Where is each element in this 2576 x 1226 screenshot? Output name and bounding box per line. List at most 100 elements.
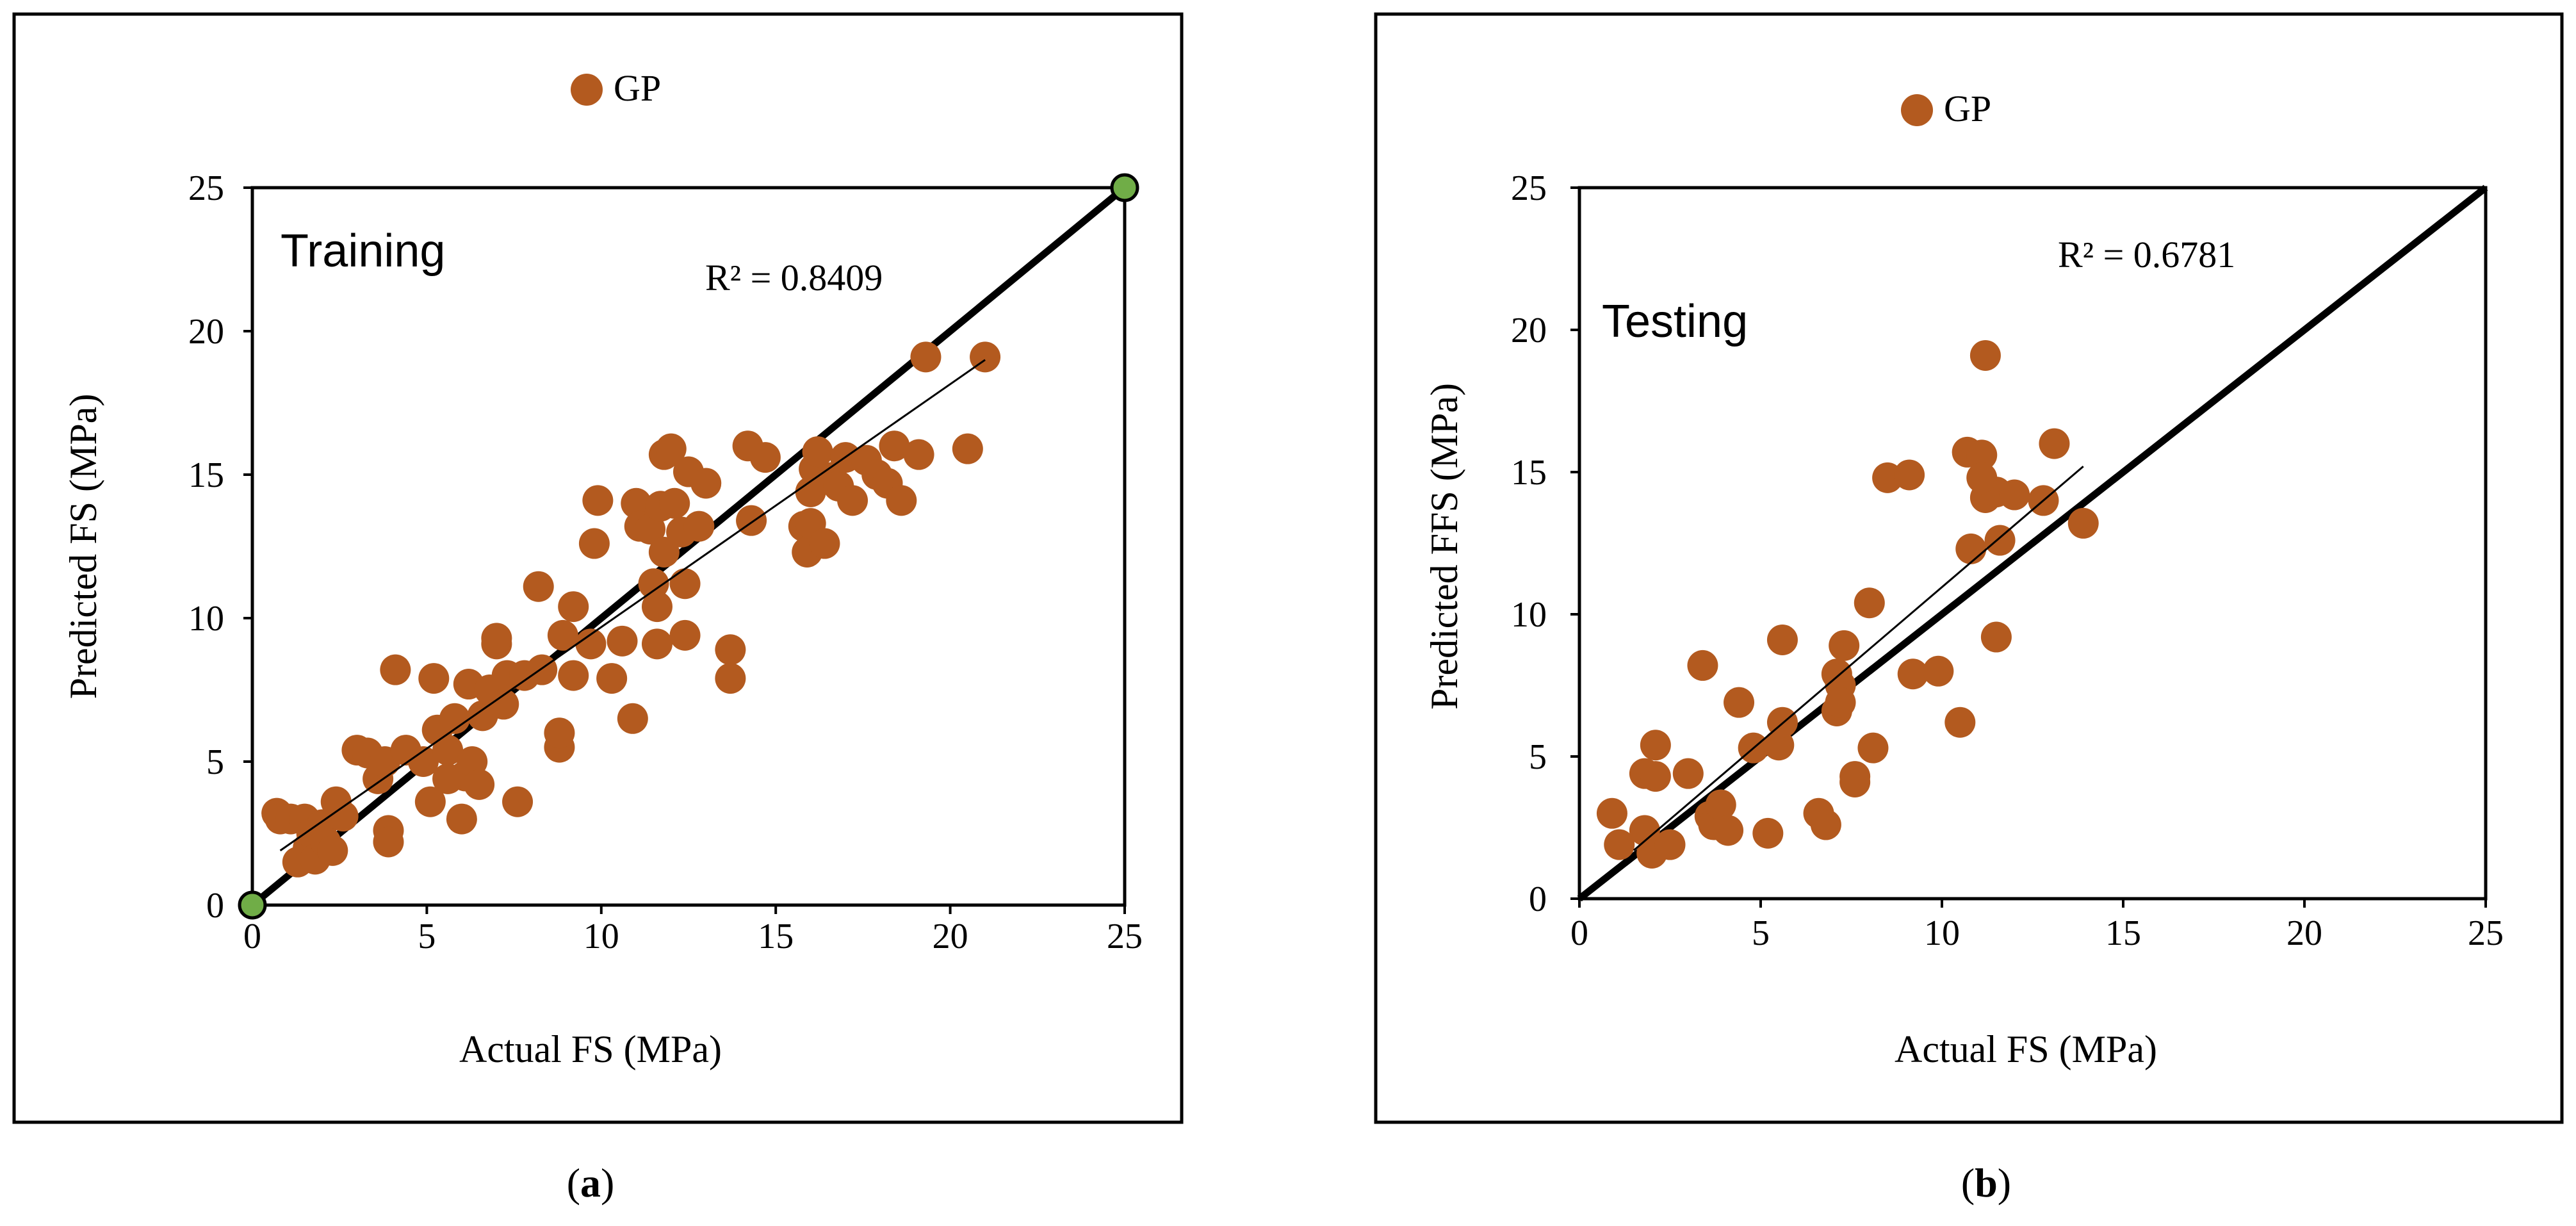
trend-line bbox=[1633, 465, 2084, 851]
x-tick-label: 10 bbox=[1924, 913, 1960, 953]
data-point bbox=[2067, 507, 2099, 539]
ticks-a: 0 5 10 15 20 25 0 5 10 15 20 25 bbox=[188, 168, 1143, 956]
data-point bbox=[327, 801, 359, 832]
y-tick-label: 10 bbox=[188, 599, 224, 639]
x-tick-label: 15 bbox=[2105, 913, 2141, 953]
data-point bbox=[669, 568, 701, 600]
endpoint-marker bbox=[238, 890, 267, 920]
legend-a: GP bbox=[571, 67, 661, 109]
data-point bbox=[1672, 758, 1704, 789]
data-point bbox=[1640, 761, 1671, 792]
endpoints-a bbox=[238, 173, 1139, 920]
data-point bbox=[1724, 687, 1755, 718]
x-tick-label: 25 bbox=[2468, 913, 2504, 953]
r2-label-b: R² = 0.6781 bbox=[2058, 234, 2235, 275]
data-point bbox=[659, 487, 690, 519]
data-point bbox=[1766, 624, 1798, 655]
data-point bbox=[1966, 462, 1998, 493]
x-axis-title-b: Actual FS (MPa) bbox=[1895, 1028, 2157, 1070]
panel-a: GP 0 5 10 15 20 25 0 5 10 15 20 25 Training R² = 0.… bbox=[12, 12, 1184, 1206]
data-point bbox=[1825, 687, 1856, 718]
data-point bbox=[414, 786, 446, 817]
data-point bbox=[578, 528, 610, 559]
x-tick-label: 5 bbox=[418, 917, 436, 956]
caption-a-letter: a bbox=[580, 1160, 601, 1206]
data-point bbox=[683, 511, 715, 542]
data-point bbox=[641, 591, 673, 623]
data-point bbox=[690, 468, 722, 499]
data-point bbox=[837, 485, 868, 516]
y-tick-label: 25 bbox=[188, 168, 224, 208]
endpoint-marker bbox=[1110, 173, 1139, 202]
y-tick-label: 20 bbox=[1511, 311, 1547, 350]
data-point bbox=[596, 663, 628, 694]
legend-b-marker bbox=[1901, 94, 1933, 126]
points-a bbox=[261, 341, 1001, 878]
panel-b-title: Testing bbox=[1602, 296, 1748, 347]
y-tick-label: 0 bbox=[206, 886, 224, 926]
y-tick-label: 15 bbox=[188, 455, 224, 495]
data-point bbox=[638, 568, 669, 600]
data-point bbox=[488, 689, 519, 720]
data-point bbox=[736, 505, 767, 536]
data-point bbox=[1894, 459, 1925, 491]
x-tick-label: 0 bbox=[1570, 913, 1588, 953]
data-point bbox=[903, 439, 934, 470]
data-point bbox=[1897, 658, 1928, 690]
data-point bbox=[1854, 587, 1885, 619]
data-point bbox=[407, 746, 439, 777]
data-point bbox=[1654, 829, 1686, 860]
legend-b-label: GP bbox=[1944, 88, 1991, 129]
data-point bbox=[2039, 428, 2070, 459]
data-point bbox=[886, 485, 917, 516]
data-point bbox=[464, 769, 495, 800]
plot-area-b bbox=[1577, 186, 2488, 901]
data-point bbox=[439, 703, 470, 734]
panel-a-title: Training bbox=[281, 225, 445, 277]
data-point bbox=[380, 654, 411, 685]
x-tick-label: 5 bbox=[1752, 913, 1770, 953]
data-point bbox=[1810, 809, 1841, 840]
x-tick-label: 20 bbox=[2287, 913, 2322, 953]
legend-a-marker bbox=[571, 74, 603, 106]
identity-line bbox=[1577, 184, 2488, 902]
data-point bbox=[621, 487, 652, 519]
x-tick-label: 10 bbox=[583, 917, 619, 956]
data-point bbox=[1955, 533, 1987, 564]
ticks-b: 0 5 10 15 20 25 0 5 10 15 20 25 bbox=[1511, 168, 2504, 953]
data-point bbox=[607, 625, 638, 657]
y-tick-label: 15 bbox=[1511, 453, 1547, 493]
x-axis-title-a: Actual FS (MPa) bbox=[459, 1028, 722, 1070]
identity-line bbox=[250, 184, 1127, 908]
plot-area-a bbox=[250, 186, 1127, 907]
data-point bbox=[910, 341, 942, 373]
data-point bbox=[418, 663, 450, 694]
x-tick-label: 20 bbox=[933, 917, 968, 956]
lines-b bbox=[1577, 184, 2488, 902]
data-point bbox=[1999, 479, 2030, 511]
y-tick-label: 25 bbox=[1511, 168, 1547, 208]
data-point bbox=[715, 663, 746, 694]
data-point bbox=[544, 717, 575, 749]
data-point bbox=[558, 591, 589, 623]
data-point bbox=[635, 514, 666, 545]
data-point bbox=[1980, 621, 2012, 653]
data-point bbox=[432, 735, 464, 766]
data-point bbox=[952, 433, 983, 464]
data-point bbox=[1829, 630, 1860, 661]
data-point bbox=[547, 619, 578, 651]
points-b bbox=[1596, 339, 2099, 869]
data-point bbox=[749, 442, 781, 473]
panel-b: GP 0 5 10 15 20 25 0 5 10 15 20 25 Testing R² = 0.6… bbox=[1374, 12, 2564, 1206]
x-tick-label: 0 bbox=[243, 917, 261, 956]
data-point bbox=[1984, 525, 2016, 556]
lines-a bbox=[250, 184, 1127, 908]
r2-label-a: R² = 0.8409 bbox=[705, 257, 883, 298]
data-point bbox=[582, 485, 614, 516]
data-point bbox=[1839, 766, 1871, 797]
data-point bbox=[1923, 655, 1954, 687]
data-point bbox=[1604, 829, 1635, 860]
data-point bbox=[1857, 732, 1889, 764]
data-point bbox=[526, 654, 558, 685]
